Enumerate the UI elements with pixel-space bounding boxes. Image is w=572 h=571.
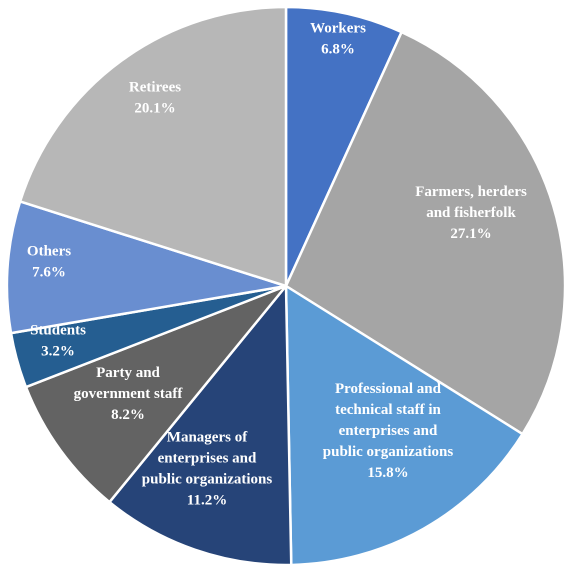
pie-slice-label-0: Workers 6.8% xyxy=(310,21,366,58)
pie-slice-label-line: enterprises and xyxy=(339,423,438,439)
pie-slice-label-line: 7.6% xyxy=(32,265,66,281)
pie-slice-label-line: public organizations xyxy=(142,472,273,488)
pie-slice-label-2: Professional and technical staff in enterp… xyxy=(323,381,454,481)
pie-slice-label-line: government staff xyxy=(74,386,184,402)
pie-slice-label-line: 11.2% xyxy=(187,493,227,509)
pie-slice-label-line: public organizations xyxy=(323,444,454,460)
pie-slice-label-line: Workers xyxy=(310,21,366,37)
pie-slice-0 xyxy=(284,5,403,288)
pie-slice-label-line: 20.1% xyxy=(134,101,175,117)
pie-slice-label-line: 15.8% xyxy=(367,465,408,481)
pie-slice-label-line: Party and xyxy=(96,365,160,381)
pie-slices xyxy=(5,5,567,567)
pie-slice-label-line: Managers of xyxy=(167,430,248,446)
pie-labels: Workers 6.8% Farmers, herders and fisherfol… xyxy=(27,21,527,509)
pie-slice-label-line: 8.2% xyxy=(111,407,145,423)
pie-slice-label-5: Students 3.2% xyxy=(30,323,86,360)
pie-slice-label-line: Professional and xyxy=(335,381,442,397)
pie-slice-label-line: 27.1% xyxy=(450,226,491,242)
pie-slice-label-3: Managers of enterprises and public organiz… xyxy=(142,430,273,509)
pie-slice-label-4: Party and government staff 8.2% xyxy=(74,365,184,423)
pie-slice-1 xyxy=(284,30,567,436)
pie-slice-label-6: Others 7.6% xyxy=(27,244,71,281)
pie-slice-label-7: Retirees 20.1% xyxy=(129,80,181,117)
pie-slice-label-line: and fisherfolk xyxy=(426,205,516,221)
pie-slice-label-line: 3.2% xyxy=(41,344,75,360)
pie-slice-3 xyxy=(108,284,293,567)
pie-slice-label-line: Retirees xyxy=(129,80,181,96)
pie-slice-6 xyxy=(5,200,288,335)
pie-slice-label-line: Farmers, herders xyxy=(415,184,527,200)
pie-slice-label-line: Others xyxy=(27,244,71,260)
pie-slice-2 xyxy=(284,284,524,567)
pie-slice-label-line: 6.8% xyxy=(321,42,355,58)
pie-slice-label-line: Students xyxy=(30,323,86,339)
pie-slice-4 xyxy=(24,284,288,504)
pie-slice-label-line: enterprises and xyxy=(158,451,257,467)
pie-slice-label-1: Farmers, herders and fisherfolk 27.1% xyxy=(415,184,527,242)
pie-slice-label-line: technical staff in xyxy=(335,402,441,418)
pie-slice-7 xyxy=(18,5,288,288)
